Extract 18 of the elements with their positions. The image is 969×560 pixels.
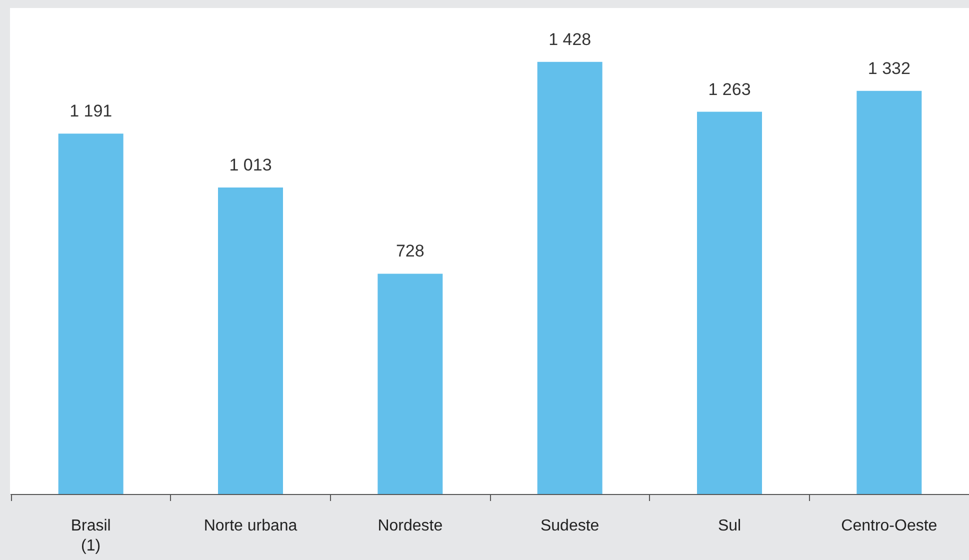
bar — [58, 134, 124, 494]
bar — [537, 62, 602, 494]
bar — [856, 90, 922, 494]
bar — [218, 187, 283, 494]
data-label: 1 332 — [868, 58, 910, 78]
data-label: 1 263 — [708, 80, 751, 99]
x-tick-label: Sul — [718, 518, 742, 534]
x-tick-label: Norte urbana — [204, 518, 298, 534]
data-label: 1 013 — [229, 155, 272, 174]
x-tick-label: Sudeste — [540, 518, 600, 534]
x-tick-label: Centro-Oeste — [841, 518, 938, 534]
bar — [378, 274, 443, 494]
data-label: 728 — [396, 242, 424, 261]
x-tick-label: Brasil (1) — [70, 518, 111, 554]
data-label: 1 428 — [548, 30, 592, 49]
bar — [697, 112, 762, 494]
x-tick-label: Nordeste — [378, 518, 443, 534]
data-label: 1 191 — [70, 102, 112, 121]
